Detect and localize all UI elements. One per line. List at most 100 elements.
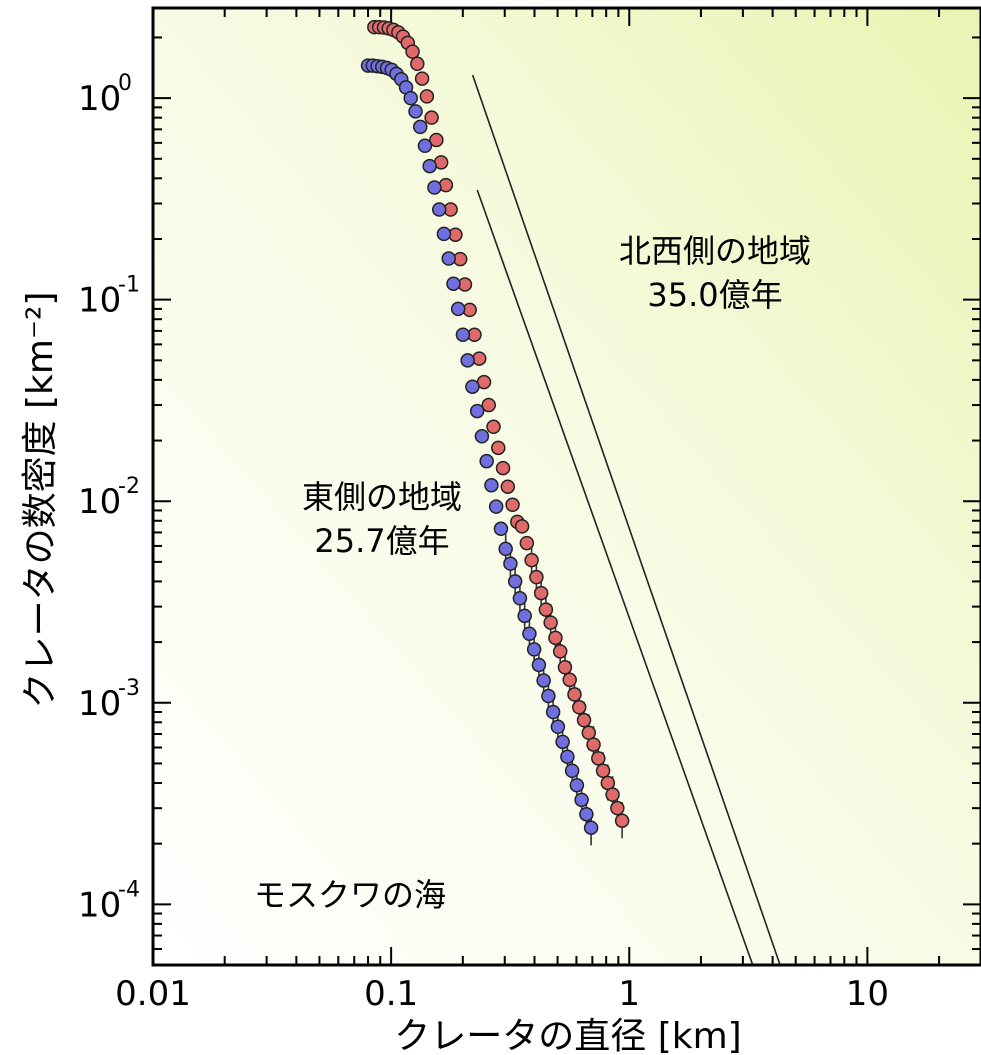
northwest-data-point (533, 585, 549, 601)
x-tick-label: 0.01 (115, 974, 191, 1014)
fit-line (471, 74, 781, 965)
east-data-point (479, 453, 494, 469)
east-data-point (455, 327, 471, 342)
east-data-point (422, 158, 437, 174)
east-data-point (522, 626, 537, 642)
y-tick-exponent: -1 (118, 273, 140, 298)
east-data-point (531, 657, 547, 673)
y-tick-base: 10 (78, 885, 121, 925)
northwest-data-point (524, 552, 539, 568)
east-data-point (465, 379, 480, 394)
northwest-data-point (605, 787, 620, 802)
east-data-point (555, 734, 570, 750)
northwest-data-point (567, 687, 582, 702)
east-data-point (512, 591, 528, 606)
east-data-point (560, 749, 575, 764)
northwest-data-point (414, 71, 430, 86)
y-tick-base: 10 (78, 79, 121, 119)
y-tick-base: 10 (78, 684, 121, 724)
y-tick-exponent: -2 (118, 474, 140, 499)
east-data-point (550, 719, 566, 735)
fit-line (476, 189, 754, 965)
east-data-point (460, 353, 475, 368)
east-data-point (579, 806, 594, 822)
east-data-point (564, 763, 580, 778)
northwest-data-point (552, 644, 568, 659)
y-tick-label: 100 (78, 71, 132, 119)
east-data-point (436, 226, 452, 242)
east-data-point (488, 499, 504, 514)
east-data-point (493, 521, 509, 537)
northwest-data-point (514, 519, 530, 534)
northwest-data-point (591, 751, 606, 766)
northwest-data-point (557, 660, 573, 675)
northwest-data-point (529, 569, 544, 585)
east-data-point (484, 478, 499, 493)
northwest-data-point (419, 89, 435, 104)
east-data-point (536, 673, 551, 688)
east-data-point (517, 608, 532, 624)
data-points (360, 19, 630, 835)
northwest-data-point (586, 737, 601, 752)
east-data-point (503, 556, 518, 571)
y-tick-exponent: -3 (118, 676, 140, 701)
y-tick-base: 10 (78, 281, 121, 321)
northwest-data-point (562, 672, 577, 688)
northwest-series-label-line1: 北西側の地域 (619, 232, 811, 270)
east-series-label-line1: 東側の地域 (302, 478, 462, 516)
northwest-data-point (548, 630, 563, 646)
x-tick-label: 1 (618, 974, 640, 1014)
northwest-data-point (519, 535, 535, 551)
northwest-data-point (614, 813, 630, 828)
east-data-point (427, 180, 442, 195)
northwest-data-point (429, 132, 444, 148)
east-data-point (450, 301, 466, 317)
east-data-point (469, 403, 485, 419)
east-series-label-line2: 25.7億年 (314, 522, 449, 560)
east-data-point (545, 704, 561, 720)
east-data-point (507, 574, 523, 589)
fit-lines (471, 74, 781, 965)
northwest-data-point (505, 497, 520, 513)
x-axis-title: クレータの直径 [km] (394, 1016, 741, 1055)
east-data-point (403, 90, 419, 106)
y-tick-label: 10-1 (78, 273, 140, 321)
northwest-data-point (572, 700, 587, 715)
northwest-data-point (410, 56, 425, 72)
east-data-point (412, 119, 428, 135)
y-tick-exponent: 0 (118, 71, 132, 96)
northwest-data-point (424, 110, 439, 125)
y-tick-label: 10-3 (78, 676, 140, 724)
northwest-data-point (538, 602, 554, 617)
y-tick-label: 10-4 (78, 877, 140, 925)
northwest-data-point (486, 419, 501, 435)
northwest-data-point (500, 479, 516, 494)
east-data-point (431, 202, 447, 217)
y-tick-exponent: -4 (118, 877, 140, 902)
northwest-data-point (576, 712, 592, 728)
northwest-data-point (491, 440, 506, 456)
east-data-point (446, 276, 461, 291)
y-tick-label: 10-2 (78, 474, 140, 522)
northwest-data-point (543, 615, 558, 630)
x-tick-label: 10 (846, 974, 889, 1014)
northwest-data-point (481, 397, 496, 413)
northwest-data-point (495, 460, 511, 476)
y-tick-base: 10 (78, 482, 121, 522)
northwest-data-point (581, 725, 597, 741)
east-data-point (541, 688, 556, 704)
east-data-point (498, 541, 513, 557)
east-data-point (474, 429, 490, 444)
northwest-data-point (405, 44, 420, 59)
east-data-point (526, 642, 542, 657)
plot-background (153, 8, 981, 965)
northwest-data-point (595, 763, 611, 778)
y-axis-title: クレータの数密度 [km⁻²] (20, 292, 61, 709)
east-data-point (408, 104, 423, 119)
northwest-series-label-line2: 35.0億年 (647, 276, 782, 314)
northwest-data-point (610, 800, 625, 816)
east-data-point (441, 251, 456, 266)
east-data-point (417, 138, 433, 154)
